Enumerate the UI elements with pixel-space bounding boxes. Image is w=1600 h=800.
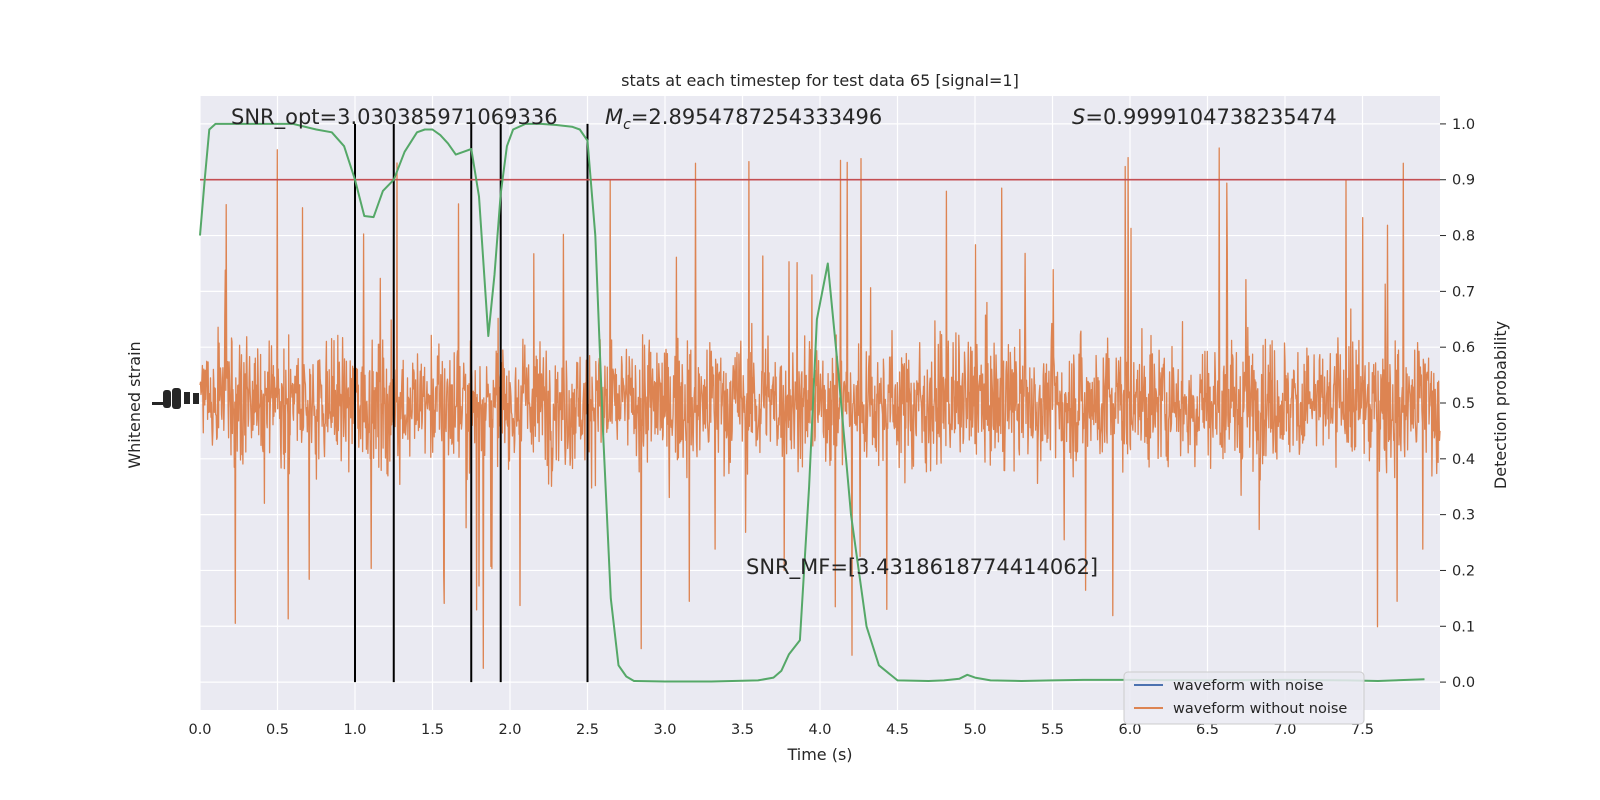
annotation-snr-opt: SNR_opt=3.030385971069336 [231, 105, 558, 130]
x-tick-label: 1.5 [421, 722, 444, 738]
y-tick-label: 0.6 [1452, 340, 1475, 356]
detection-probability-line [199, 122, 1425, 683]
vertical-event-lines [354, 123, 589, 683]
annotation-chirp-mass: Mc=2.8954787254333496 [605, 105, 882, 133]
mc-symbol: M [605, 105, 623, 129]
x-tick-label: 5.5 [1041, 722, 1064, 738]
x-tick-label: 4.5 [886, 722, 909, 738]
y-tick-label: 0.3 [1452, 508, 1475, 524]
x-tick-label: 7.0 [1273, 722, 1296, 738]
y-tick-label: 0.0 [1452, 675, 1475, 691]
x-tick-label: 2.5 [576, 722, 599, 738]
x-tick-label: 1.0 [343, 722, 366, 738]
y-tick-label: 0.4 [1452, 452, 1475, 468]
x-tick-label: 6.5 [1196, 722, 1219, 738]
y-tick-label: 1.0 [1452, 117, 1475, 133]
y-tick-label: 0.1 [1452, 619, 1475, 635]
right-axis-ticks: 0.0 0.1 0.2 0.3 0.4 0.5 0.6 0.7 0.8 0.9 1.0 [1440, 117, 1475, 691]
x-tick-label: 3.5 [731, 722, 754, 738]
x-tick-label: 4.0 [808, 722, 831, 738]
y-tick-label: 0.5 [1452, 396, 1475, 412]
chart-title: stats at each timestep for test data 65 … [621, 71, 1019, 90]
left-axis-label: Whitened strain [125, 341, 144, 468]
left-axis-squeezed-ticks [152, 388, 199, 409]
x-tick-label: 0.0 [188, 722, 211, 738]
annotation-snr-mf: SNR_MF=[3.431861877441406​2] [746, 555, 1098, 580]
y-tick-label: 0.2 [1452, 563, 1475, 579]
legend-label-with-noise: waveform with noise [1173, 678, 1324, 694]
x-tick-label: 5.0 [963, 722, 986, 738]
series-detection-probability [199, 122, 1425, 683]
y-tick-label: 0.9 [1452, 173, 1475, 189]
right-axis-label: Detection probability [1491, 321, 1510, 489]
legend-box [1123, 671, 1365, 725]
x-tick-label: 7.5 [1351, 722, 1374, 738]
series-waveform-without-noise [199, 147, 1441, 669]
s-value: =0.9999104738235474 [1085, 105, 1336, 129]
s-symbol: S [1072, 105, 1085, 129]
mc-subscript: c [623, 117, 631, 133]
waveform-without-noise-line [199, 147, 1441, 669]
annotation-s: S=0.9999104738235474 [1072, 105, 1337, 129]
y-tick-label: 0.7 [1452, 284, 1475, 300]
x-tick-label: 3.0 [653, 722, 676, 738]
x-axis-label: Time (s) [786, 745, 852, 764]
x-tick-label: 6.0 [1118, 722, 1141, 738]
x-tick-label: 2.0 [498, 722, 521, 738]
y-tick-label: 0.8 [1452, 229, 1475, 245]
legend-label-without-noise: waveform without noise [1173, 701, 1347, 717]
x-tick-label: 0.5 [266, 722, 289, 738]
legend: waveform with noise waveform without noi… [1123, 671, 1365, 725]
mc-value: =2.8954787254333496 [631, 105, 882, 129]
x-axis-ticks: 0.0 0.5 1.0 1.5 2.0 2.5 3.0 3.5 4.0 4.5 5.0 5.5 6.0 6… [188, 722, 1374, 738]
